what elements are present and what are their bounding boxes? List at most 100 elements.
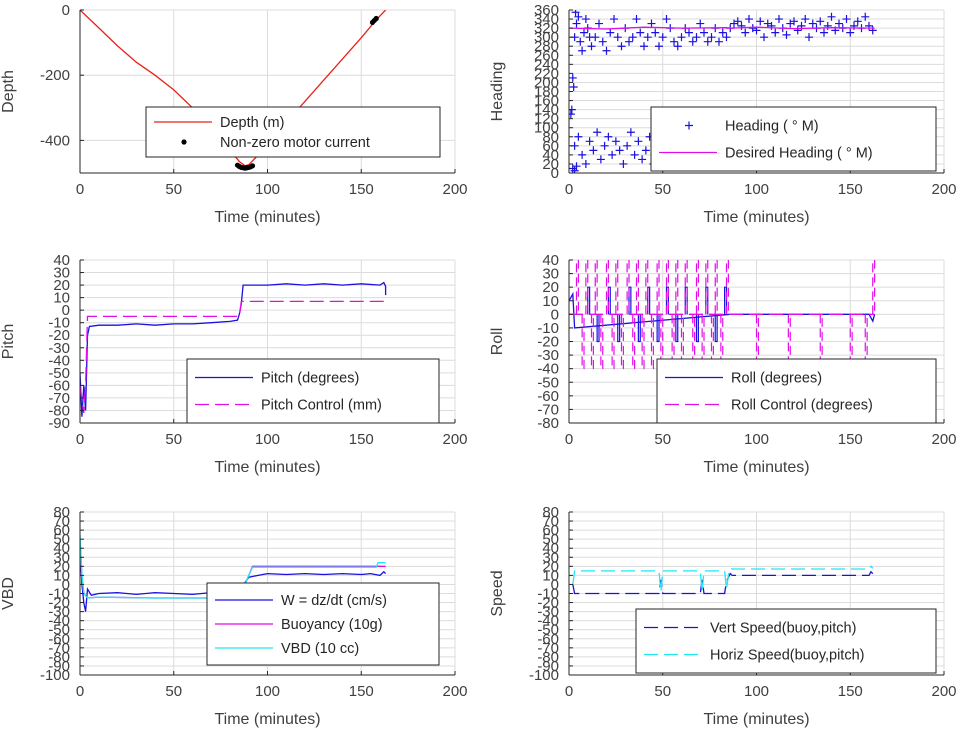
y-tick-label: 40 [542,540,559,557]
y-tick-label: -80 [48,402,70,419]
roll-spike [607,286,611,315]
y-tick-label: -60 [48,631,70,648]
x-tick-label: 150 [838,683,863,700]
x-tick-label: 150 [349,431,374,448]
y-tick-label: -60 [48,377,70,394]
x-tick-label: 150 [838,181,863,198]
pitch-plot-area [80,281,387,417]
data-point [771,28,780,37]
x-tick-label: 0 [565,431,573,448]
y-tick-label: -60 [537,631,559,648]
y-tick-label: 80 [53,504,70,521]
data-point [718,28,727,37]
x-tick-label: 50 [165,683,182,700]
data-point [703,37,712,46]
y-tick-label: 10 [542,293,559,310]
y-tick-label: 0 [551,306,559,323]
y-tick-label: -20 [48,595,70,612]
y-tick-label: 320 [534,20,559,37]
x-tick-label: 0 [76,181,84,198]
speed-legend: Vert Speed(buoy,pitch) Horiz Speed(buoy,p… [635,608,937,674]
data-point [733,17,742,26]
x-axis-label: Time (minutes) [214,711,320,728]
data-point [673,42,682,51]
x-tick-label: 200 [931,181,956,198]
y-tick-label: 10 [542,567,559,584]
y-tick-label: -70 [537,640,559,657]
data-point [801,15,810,24]
data-point [696,19,705,28]
y-tick-label: -80 [48,649,70,666]
x-tick-label: 100 [255,683,280,700]
y-tick-label: -10 [48,586,70,603]
y-tick-label: 0 [62,576,70,593]
y-tick-label: -50 [48,365,70,382]
x-tick-label: 200 [931,683,956,700]
data-point [569,110,575,119]
series-line [572,565,874,592]
y-tick-label: 0 [62,302,70,319]
roll-spike [647,286,651,315]
data-point [602,46,611,55]
y-tick-label: -10 [537,320,559,337]
roll-plot-area [569,260,876,370]
depth-plot-area [80,10,387,171]
y-tick-label: -30 [537,604,559,621]
y-tick-label: -70 [48,640,70,657]
legend-box [650,106,937,172]
y-tick-label: -100 [529,667,559,684]
y-tick-label: 20 [53,277,70,294]
y-tick-label: 40 [53,252,70,269]
data-point [760,33,768,42]
data-point [636,28,645,37]
data-point [598,37,607,46]
data-point [641,146,650,155]
vbd-legend: W = dz/dt (cm/s) Buoyancy (10g) VBD (10 cc… [206,582,440,666]
y-tick-label: 80 [542,504,559,521]
y-tick-label: -40 [537,613,559,630]
x-tick-label: 100 [744,683,769,700]
legend-label: Non-zero motor current [220,135,370,151]
data-point [615,146,624,155]
y-axis-label: Roll [489,328,506,356]
y-tick-label: -80 [537,649,559,666]
x-tick-label: 50 [165,431,182,448]
legend-label: Roll (degrees) [731,371,822,387]
y-tick-label: 80 [542,129,559,146]
y-tick-label: 40 [542,252,559,269]
legend-label: Pitch Control (mm) [261,398,382,414]
x-tick-label: 50 [654,683,671,700]
data-point [608,150,617,159]
y-tick-label: 30 [542,266,559,283]
series-line [569,291,876,329]
y-tick-label: -20 [537,334,559,351]
y-tick-label: 30 [53,265,70,282]
roll-spike [695,314,699,343]
data-point [606,28,615,37]
y-axis-label: Speed [489,570,506,616]
y-tick-label: 50 [542,531,559,548]
y-tick-label: 10 [53,567,70,584]
y-tick-label: 300 [534,29,559,46]
data-point [628,33,637,42]
data-point [591,33,600,42]
y-tick-label: 20 [542,279,559,296]
y-tick-label: -40 [48,352,70,369]
data-point [569,82,578,91]
y-tick-label: 200 [534,74,559,91]
roll-spike [637,314,641,343]
data-point [677,33,686,42]
data-point [587,42,596,51]
data-point [741,28,750,37]
x-tick-label: 50 [165,181,182,198]
legend-box [186,358,440,424]
y-tick-label: -50 [48,622,70,639]
data-point [572,162,581,171]
roll-chart: 0 50 100 150 200403020100-10-20-30-40-50-60-… [489,252,957,476]
data-point [842,15,851,24]
pitch-legend: Pitch (degrees) Pitch Control (mm) [186,358,440,424]
data-point [617,42,626,51]
y-tick-label: 20 [542,156,559,173]
data-point [861,12,870,21]
y-tick-label: 70 [53,513,70,530]
